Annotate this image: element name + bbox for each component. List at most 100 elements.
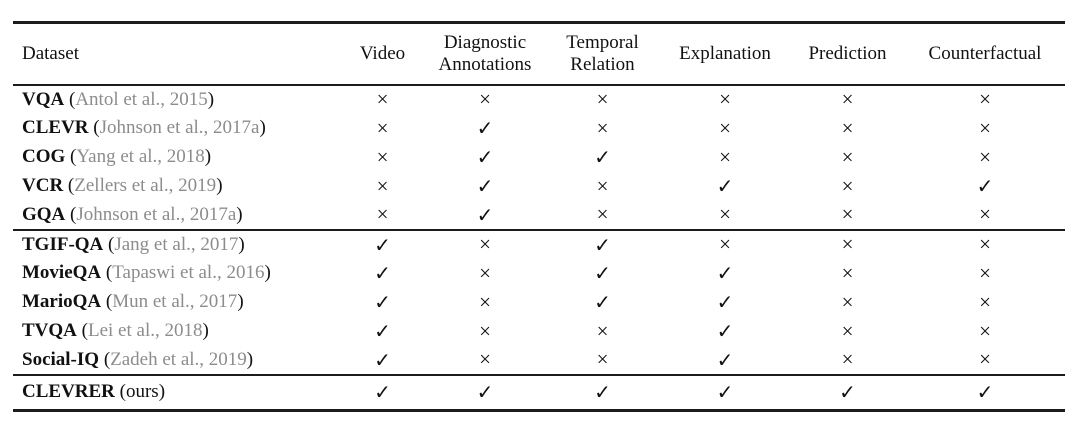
dataset-cell: MarioQA (Mun et al., 2017) [13,288,340,317]
check-icon: ✓ [374,290,391,314]
cross-icon: × [376,173,389,198]
dataset-name: Social-IQ [22,348,100,370]
table-row: Social-IQ (Zadeh et al., 2019) ✓ × × ✓ × × [13,346,1065,375]
dataset-cell: MovieQA (Tapaswi et al., 2016) [13,259,340,288]
dataset-citation: (Johnson et al., 2017a) [70,203,243,225]
cross-icon: × [479,347,491,371]
cross-icon: × [979,202,991,226]
check-icon: ✓ [839,380,856,405]
column-header-diagnostic-annotations: Diagnostic Annotations [438,32,532,75]
dataset-cell: VCR (Zellers et al., 2019) [13,172,340,201]
check-icon: ✓ [476,116,494,140]
check-icon: ✓ [594,290,611,314]
group-video-datasets: TGIF-QA (Jang et al., 2017) ✓ × ✓ × × × Movie… [13,229,1065,375]
cross-icon: × [841,260,854,285]
check-icon: ✓ [976,174,994,198]
cross-icon: × [596,202,609,226]
dataset-name: COG [22,146,66,167]
table-row: MarioQA (Mun et al., 2017) ✓ × ✓ ✓ × × [13,288,1065,317]
dataset-name: TGIF-QA [22,233,104,255]
check-icon: ✓ [594,380,611,405]
check-icon: ✓ [476,145,494,169]
cross-icon: × [719,202,731,226]
table-row: TVQA (Lei et al., 2018) ✓ × × ✓ × × [13,317,1065,346]
cross-icon: × [719,232,731,256]
check-icon: ✓ [374,261,391,285]
dataset-citation: (ours) [119,381,166,403]
cross-icon: × [841,318,854,343]
check-icon: ✓ [374,347,391,372]
dataset-citation: (Zellers et al., 2019) [67,175,223,196]
table-row: COG (Yang et al., 2018) × ✓ ✓ × × × [13,143,1065,172]
cross-icon: × [596,347,609,371]
cross-icon: × [841,87,854,111]
dataset-name: TVQA [22,320,77,341]
dataset-cell: CLEVR (Johnson et al., 2017a) [13,114,340,143]
table-row: CLEVRER (ours) ✓ ✓ ✓ ✓ ✓ ✓ [13,375,1065,411]
table-row: TGIF-QA (Jang et al., 2017) ✓ × ✓ × × × [13,230,1065,259]
dataset-citation: (Mun et al., 2017) [105,291,244,312]
dataset-name: MovieQA [22,262,102,283]
check-icon: ✓ [374,380,391,405]
cross-icon: × [479,289,491,314]
cross-icon: × [376,115,389,140]
dataset-name: VQA [22,88,65,110]
cross-icon: × [479,232,491,256]
cross-icon: × [841,347,854,371]
dataset-name: GQA [22,203,66,225]
table-header: Dataset Video Diagnostic Annotations Tem… [13,23,1065,85]
table-row: GQA (Johnson et al., 2017a) × ✓ × × × × [13,201,1065,230]
dataset-citation: (Yang et al., 2018) [70,146,212,167]
dataset-name: MarioQA [22,291,102,312]
cross-icon: × [979,232,991,256]
dataset-cell: CLEVRER (ours) [13,375,340,411]
cross-icon: × [596,115,609,140]
cross-icon: × [979,347,991,371]
check-icon: ✓ [716,174,734,198]
dataset-citation: (Zadeh et al., 2019) [103,348,254,370]
check-icon: ✓ [594,232,611,257]
column-header-counterfactual: Counterfactual [928,43,1042,65]
dataset-cell: GQA (Johnson et al., 2017a) [13,201,340,230]
cross-icon: × [719,87,731,111]
paper-table-figure: Dataset Video Diagnostic Annotations Tem… [13,21,1065,412]
dataset-citation: (Tapaswi et al., 2016) [105,262,271,283]
cross-icon: × [841,144,854,169]
cross-icon: × [841,232,854,256]
check-icon: ✓ [374,319,391,343]
dataset-cell: TGIF-QA (Jang et al., 2017) [13,230,340,259]
dataset-citation: (Lei et al., 2018) [81,320,209,341]
cross-icon: × [719,115,731,140]
check-icon: ✓ [594,261,611,285]
cross-icon: × [841,173,854,198]
dataset-citation: (Antol et al., 2015) [68,88,215,110]
cross-icon: × [979,87,991,111]
cross-icon: × [376,87,389,111]
column-header-explanation: Explanation [679,43,771,65]
cross-icon: × [841,289,854,314]
column-header-prediction: Prediction [808,43,887,65]
cross-icon: × [719,144,731,169]
cross-icon: × [841,115,854,140]
cross-icon: × [596,87,609,111]
cross-icon: × [596,318,609,343]
header-row: Dataset Video Diagnostic Annotations Tem… [13,23,1065,85]
cross-icon: × [479,87,491,111]
dataset-name: CLEVR [22,117,89,138]
dataset-citation: (Jang et al., 2017) [108,233,245,255]
check-icon: ✓ [716,290,734,314]
table-row: VCR (Zellers et al., 2019) × ✓ × ✓ × ✓ [13,172,1065,201]
check-icon: ✓ [716,261,734,285]
table-row: VQA (Antol et al., 2015) × × × × × × [13,85,1065,114]
table-row: MovieQA (Tapaswi et al., 2016) ✓ × ✓ ✓ × × [13,259,1065,288]
table-row: CLEVR (Johnson et al., 2017a) × ✓ × × × × [13,114,1065,143]
dataset-cell: VQA (Antol et al., 2015) [13,85,340,114]
column-header-temporal-relation: Temporal Relation [566,32,639,75]
cross-icon: × [979,318,991,343]
cross-icon: × [979,115,991,140]
dataset-comparison-table: Dataset Video Diagnostic Annotations Tem… [13,21,1065,412]
check-icon: ✓ [716,380,734,405]
dataset-cell: COG (Yang et al., 2018) [13,143,340,172]
cross-icon: × [979,289,991,314]
check-icon: ✓ [476,202,494,227]
